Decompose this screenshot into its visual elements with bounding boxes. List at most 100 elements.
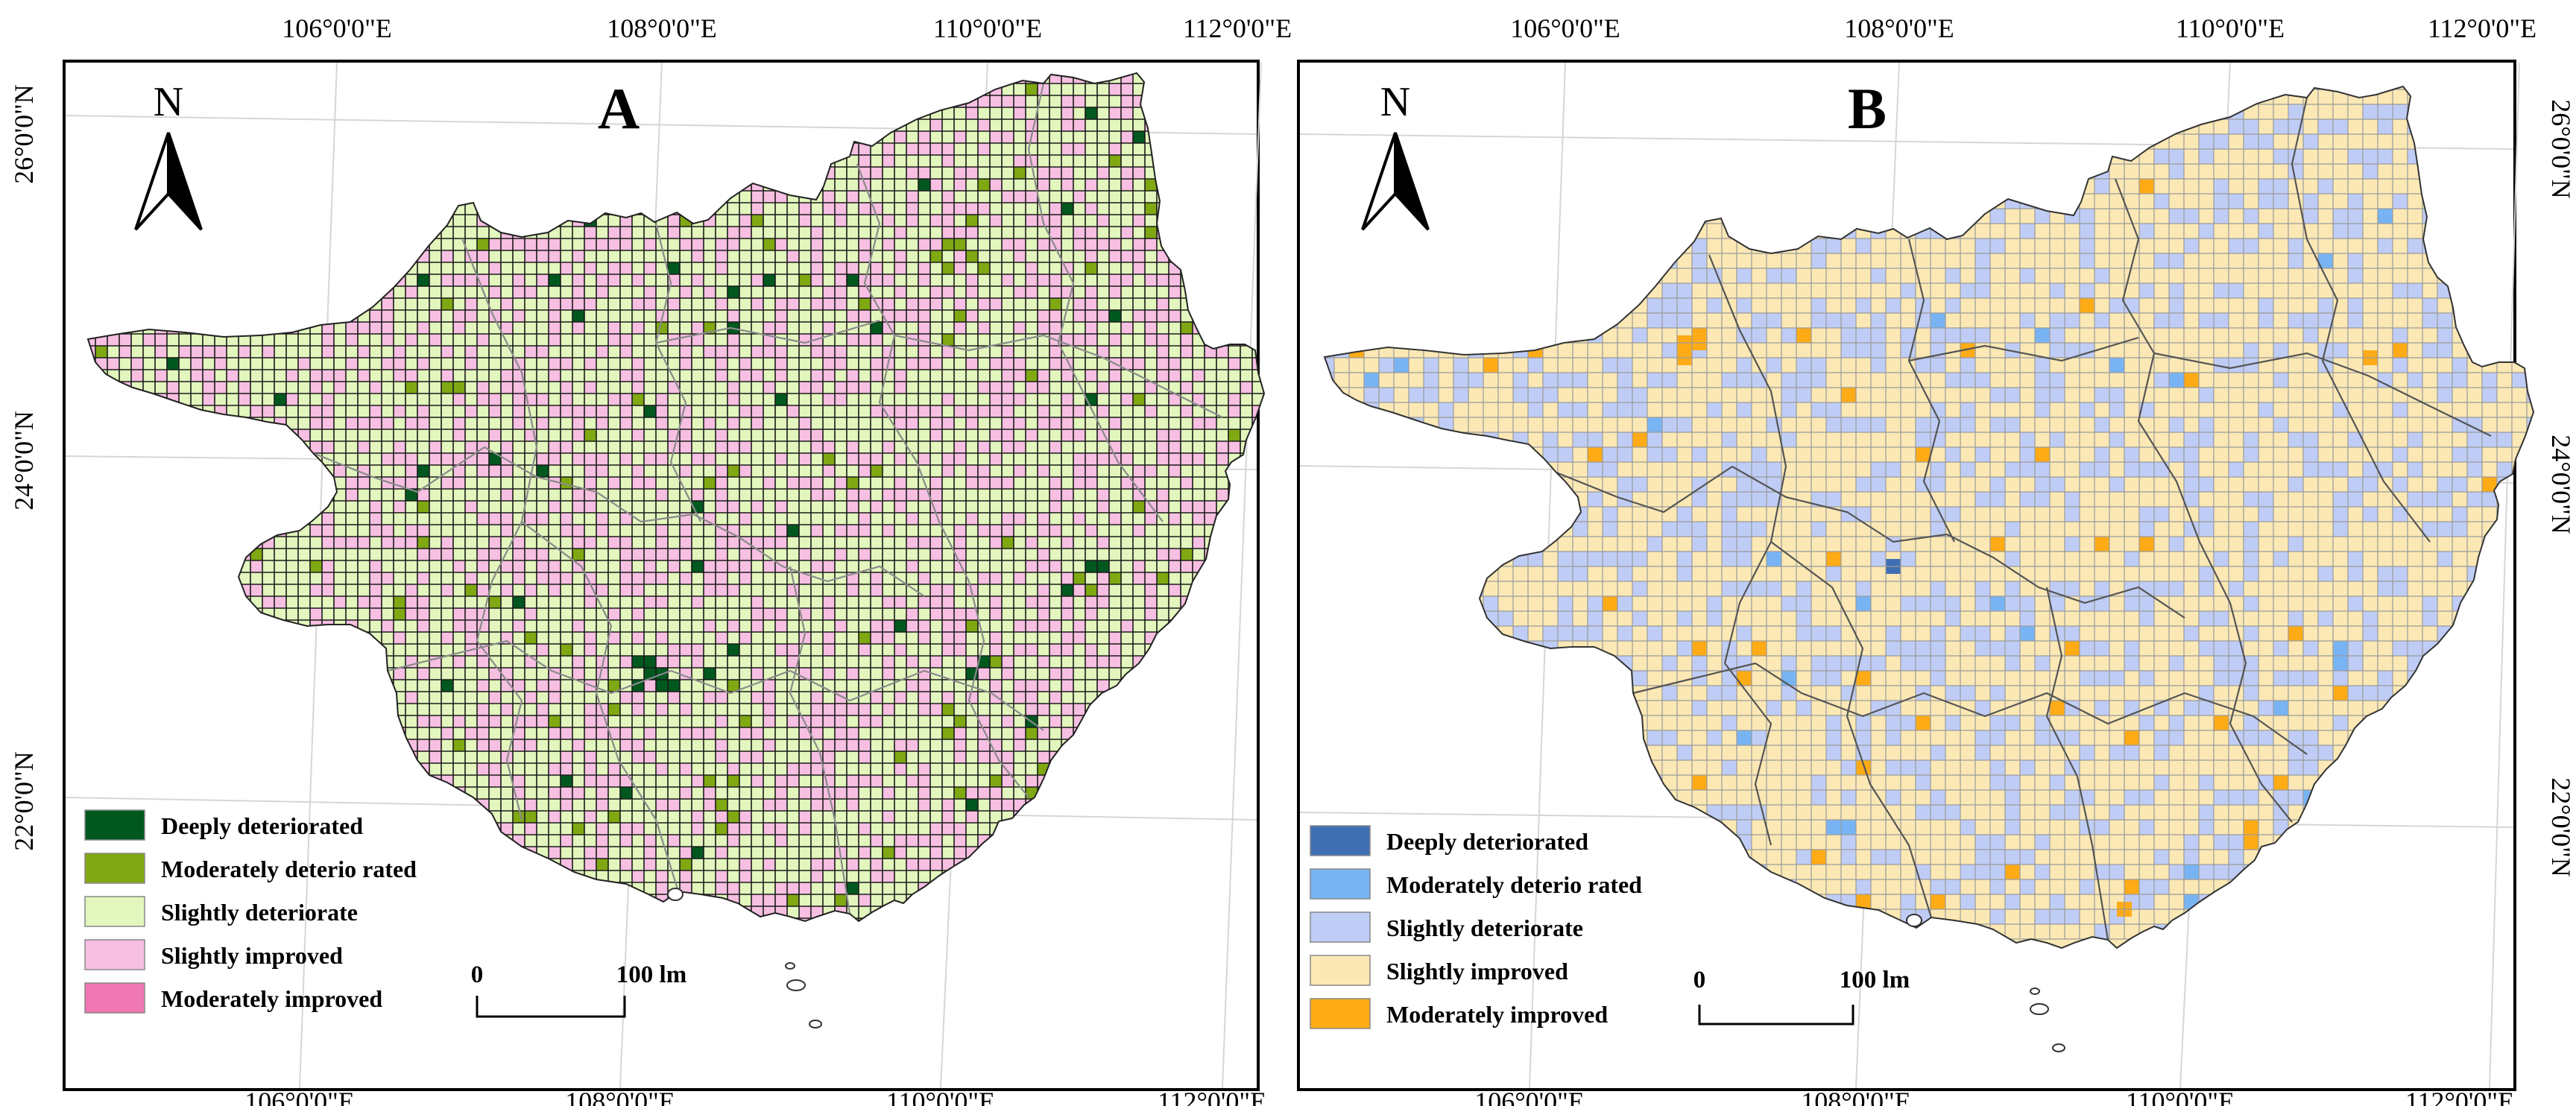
lon-label: 108°0'0"E (1844, 13, 1954, 43)
grid-cell (644, 727, 656, 739)
grid-cell (441, 298, 453, 310)
grid-cell (1737, 820, 1752, 835)
grid-cell (942, 334, 954, 346)
grid-cell (751, 775, 763, 787)
grid-cell (2005, 522, 2020, 537)
grid-cell (763, 477, 775, 489)
grid-cell (906, 405, 918, 417)
grid-cell (405, 286, 417, 298)
grid-cell (1026, 620, 1038, 632)
grid-cell (930, 656, 942, 668)
grid-cell (739, 513, 751, 525)
grid-cell (1181, 501, 1193, 513)
grid-cell (1453, 388, 1468, 402)
grid-cell (751, 894, 763, 906)
grid-cell (1647, 730, 1662, 745)
panel-b-district-boundaries (1556, 97, 2492, 941)
grid-cell (310, 382, 322, 394)
grid-cell (1811, 775, 1826, 790)
grid-cell (918, 620, 930, 632)
grid-cell (620, 537, 632, 549)
grid-cell (2437, 343, 2452, 358)
grid-cell (1543, 447, 1558, 462)
grid-cell (894, 751, 906, 763)
grid-cell (1085, 179, 1097, 191)
grid-cell (1026, 775, 1038, 787)
grid-cell (930, 847, 942, 859)
grid-cell (1588, 552, 1603, 566)
grid-cell (978, 382, 990, 394)
legend-label: Slightly improved (1386, 958, 1568, 985)
grid-cell (871, 715, 883, 727)
grid-cell (1181, 382, 1193, 394)
grid-cell (382, 453, 394, 465)
grid-cell (2214, 671, 2229, 686)
grid-cell (930, 405, 942, 417)
grid-cell (727, 584, 739, 596)
grid-cell (453, 382, 465, 394)
grid-cell (549, 405, 561, 417)
grid-cell (966, 250, 978, 262)
grid-cell (966, 608, 978, 620)
grid-cell (2452, 417, 2467, 432)
grid-cell (1002, 191, 1014, 203)
legend-label: Deeply deteriorated (161, 812, 363, 839)
grid-cell (370, 560, 382, 572)
grid-cell (1945, 715, 1960, 730)
grid-cell (1558, 447, 1573, 462)
grid-cell (596, 835, 608, 847)
grid-cell (2527, 134, 2534, 149)
grid-cell (1049, 668, 1061, 680)
grid-cell (1038, 310, 1049, 322)
grid-cell (727, 382, 739, 394)
grid-cell (1677, 566, 1692, 581)
grid-cell (751, 501, 763, 513)
grid-cell (203, 394, 215, 405)
grid-cell (1049, 560, 1061, 572)
grid-cell (584, 238, 596, 250)
grid-cell (2124, 552, 2139, 566)
grid-cell (954, 644, 966, 656)
grid-cell (2527, 552, 2534, 566)
grid-cell (811, 704, 823, 715)
lon-label: 108°0'0"E (1801, 1087, 1911, 1106)
grid-cell (847, 370, 859, 382)
grid-cell (823, 704, 835, 715)
grid-cell (2154, 253, 2169, 268)
grid-cell (1049, 203, 1061, 215)
grid-cell (2229, 671, 2244, 686)
grid-cell (930, 250, 942, 262)
grid-cell (2080, 820, 2094, 835)
grid-cell (2139, 224, 2154, 238)
grid-cell (1038, 382, 1049, 394)
grid-cell (727, 417, 739, 429)
grid-cell (2199, 611, 2214, 626)
grid-cell (1781, 671, 1796, 686)
grid-cell (739, 632, 751, 644)
grid-cell (1826, 820, 1841, 835)
grid-cell (1002, 417, 1014, 429)
grid-cell (2169, 537, 2184, 552)
district-boundary (1908, 336, 2139, 362)
grid-cell (787, 250, 799, 262)
grid-cell (513, 680, 525, 692)
grid-cell (525, 632, 537, 644)
grid-cell (549, 310, 561, 322)
grid-cell (465, 632, 477, 644)
grid-cell (1181, 453, 1193, 465)
grid-cell (799, 477, 811, 489)
grid-cell (1157, 370, 1169, 382)
grid-cell (2050, 909, 2065, 924)
grid-cell (704, 787, 716, 799)
grid-cell (942, 417, 954, 429)
grid-cell (1038, 560, 1049, 572)
grid-cell (918, 322, 930, 334)
grid-cell (859, 155, 871, 167)
grid-cell (2050, 328, 2065, 343)
lon-label: 112°0'0"E (2428, 13, 2536, 43)
grid-cell (2005, 715, 2020, 730)
grid-cell (787, 584, 799, 596)
grid-cell (918, 680, 930, 692)
grid-cell (2124, 641, 2139, 656)
grid-cell (2094, 417, 2109, 432)
